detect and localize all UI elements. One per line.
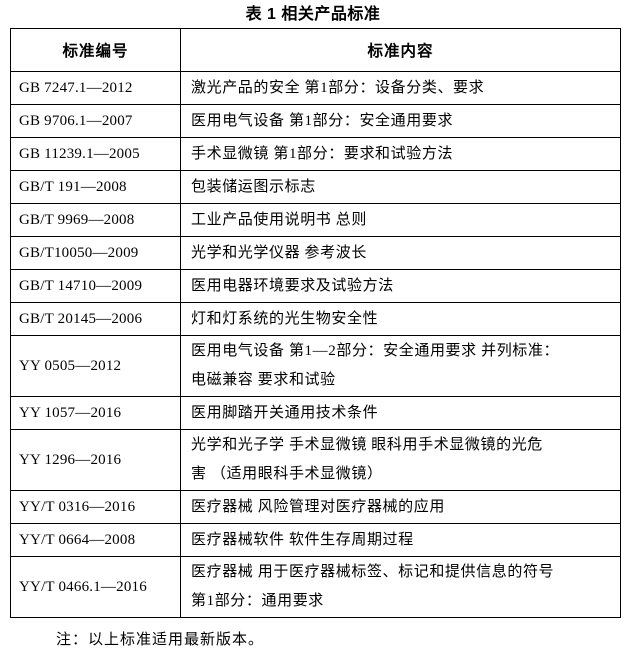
cell-standard-content: 医疗器械 风险管理对医疗器械的应用 [180,490,621,524]
content-line: 光学和光学仪器 参考波长 [191,245,367,261]
content-line: 工业产品使用说明书 总则 [191,212,367,228]
standards-table: 标准编号 标准内容 GB 7247.1—2012 激光产品的安全 第1部分：设备分… [10,28,621,618]
table-row: GB/T 191—2008 包装储运图示标志 [10,170,621,204]
cell-standard-content: 医用电器环境要求及试验方法 [180,269,621,303]
cell-standard-content: 光学和光学仪器 参考波长 [180,236,621,270]
cell-standard-number: GB/T 9969—2008 [10,203,181,237]
table-row: GB 11239.1—2005 手术显微镜 第1部分：要求和试验方法 [10,137,621,171]
cell-standard-content: 医疗器械软件 软件生存周期过程 [180,523,621,557]
table-row: YY 1057—2016 医用脚踏开关通用技术条件 [10,396,621,430]
cell-standard-content: 医用电气设备 第1部分：安全通用要求 [180,104,621,138]
table-row: GB 9706.1—2007 医用电气设备 第1部分：安全通用要求 [10,104,621,138]
content-line: 害 （适用眼科手术显微镜） [191,466,383,482]
table-header-row: 标准编号 标准内容 [10,28,621,72]
table-row: YY 0505—2012 医用电气设备 第1—2部分：安全通用要求 并列标准： 电磁… [10,335,621,397]
table-row: GB 7247.1—2012 激光产品的安全 第1部分：设备分类、要求 [10,71,621,105]
cell-standard-number: GB/T 20145—2006 [10,302,181,336]
cell-standard-content: 灯和灯系统的光生物安全性 [180,302,621,336]
content-line: 医用电气设备 第1部分：安全通用要求 [191,113,454,129]
table-body: GB 7247.1—2012 激光产品的安全 第1部分：设备分类、要求 GB 970… [10,71,621,618]
content-line: 灯和灯系统的光生物安全性 [191,311,379,327]
cell-standard-number: YY/T 0664—2008 [10,523,181,557]
cell-standard-number: YY 1296—2016 [10,429,181,491]
cell-standard-content: 手术显微镜 第1部分：要求和试验方法 [180,137,621,171]
content-line: 医疗器械 用于医疗器械标签、标记和提供信息的符号 [191,564,555,580]
cell-standard-content: 医用脚踏开关通用技术条件 [180,396,621,430]
cell-standard-content: 包装储运图示标志 [180,170,621,204]
cell-standard-number: GB/T 14710—2009 [10,269,181,303]
table-row: YY/T 0466.1—2016 医疗器械 用于医疗器械标签、标记和提供信息的符号… [10,556,621,618]
cell-standard-number: YY/T 0316—2016 [10,490,181,524]
cell-standard-number: GB 9706.1—2007 [10,104,181,138]
cell-standard-number: GB 7247.1—2012 [10,71,181,105]
table-row: GB/T 9969—2008 工业产品使用说明书 总则 [10,203,621,237]
cell-standard-content: 光学和光子学 手术显微镜 眼科用手术显微镜的光危害 （适用眼科手术显微镜） [180,429,621,491]
content-line: 医用电器环境要求及试验方法 [191,278,394,294]
content-line: 激光产品的安全 第1部分：设备分类、要求 [191,80,485,96]
content-line: 第1部分：通用要求 [191,593,324,609]
content-line: 医疗器械软件 软件生存周期过程 [191,532,414,548]
cell-standard-content: 工业产品使用说明书 总则 [180,203,621,237]
cell-standard-content: 激光产品的安全 第1部分：设备分类、要求 [180,71,621,105]
column-header-standard-content: 标准内容 [180,28,621,72]
table-row: YY 1296—2016 光学和光子学 手术显微镜 眼科用手术显微镜的光危害 （适… [10,429,621,491]
document-page: 表 1 相关产品标准 标准编号 标准内容 GB 7247.1—2012 激光产品的… [10,6,621,648]
table-title: 表 1 相关产品标准 [245,6,381,23]
table-row: GB/T 20145—2006 灯和灯系统的光生物安全性 [10,302,621,336]
content-line: 医疗器械 风险管理对医疗器械的应用 [191,499,445,515]
cell-standard-content: 医用电气设备 第1—2部分：安全通用要求 并列标准： 电磁兼容 要求和试验 [180,335,621,397]
table-row: YY/T 0664—2008 医疗器械软件 软件生存周期过程 [10,523,621,557]
column-header-standard-number: 标准编号 [10,28,181,72]
content-line: 电磁兼容 要求和试验 [191,372,336,388]
content-line: 医用脚踏开关通用技术条件 [191,405,379,421]
content-line: 包装储运图示标志 [191,179,316,195]
cell-standard-number: YY 1057—2016 [10,396,181,430]
table-header: 标准编号 标准内容 [10,28,621,72]
cell-standard-number: GB/T 191—2008 [10,170,181,204]
cell-standard-content: 医疗器械 用于医疗器械标签、标记和提供信息的符号 第1部分：通用要求 [180,556,621,618]
table-note: 注：以上标准适用最新版本。 [56,632,265,648]
cell-standard-number: GB 11239.1—2005 [10,137,181,171]
table-row: YY/T 0316—2016 医疗器械 风险管理对医疗器械的应用 [10,490,621,524]
content-line: 手术显微镜 第1部分：要求和试验方法 [191,146,454,162]
table-row: GB/T 14710—2009 医用电器环境要求及试验方法 [10,269,621,303]
cell-standard-number: GB/T10050—2009 [10,236,181,270]
cell-standard-number: YY/T 0466.1—2016 [10,556,181,618]
cell-standard-number: YY 0505—2012 [10,335,181,397]
content-line: 光学和光子学 手术显微镜 眼科用手术显微镜的光危 [191,437,543,453]
content-line: 医用电气设备 第1—2部分：安全通用要求 并列标准： [191,343,560,359]
table-row: GB/T10050—2009 光学和光学仪器 参考波长 [10,236,621,270]
